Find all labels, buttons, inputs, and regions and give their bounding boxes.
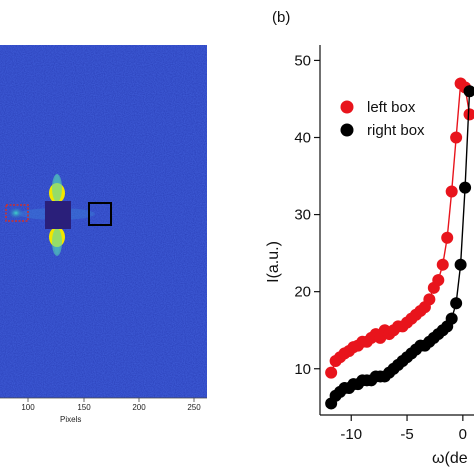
- legend: left box right box: [340, 99, 425, 139]
- data-point: [445, 312, 458, 325]
- intensity-plot: 10 20 30 40 50 -10 -5 0 I(a.u.) ω(de left box r…: [265, 45, 474, 467]
- left-spot: [7, 206, 25, 220]
- data-point: [436, 258, 449, 271]
- data-point: [423, 293, 436, 306]
- data-point: [450, 131, 463, 144]
- detector-image-noise: [0, 45, 207, 398]
- detector-image-panel: 100 150 200 250 Pixels: [0, 45, 207, 424]
- data-point: [441, 231, 454, 244]
- data-point: [450, 297, 463, 310]
- image-x-tick-label: 100: [21, 403, 35, 412]
- x-tick-label: 0: [459, 426, 467, 443]
- image-x-ticks: 100 150 200 250: [21, 398, 201, 412]
- image-x-tick-label: 150: [77, 403, 91, 412]
- x-tick-label: -10: [340, 426, 362, 443]
- y-axis-title: I(a.u.): [265, 241, 282, 283]
- y-tick-label: 30: [294, 207, 311, 224]
- panel-b-label: (b): [272, 9, 290, 26]
- series-right-box: [325, 85, 474, 410]
- image-x-tick-label: 200: [132, 403, 146, 412]
- upper-hot-halo: [52, 174, 62, 202]
- x-tick-label: -5: [400, 426, 413, 443]
- series-layer: [325, 77, 474, 410]
- x-ticks: -10 -5 0: [340, 415, 467, 443]
- data-point: [445, 185, 458, 198]
- data-point: [459, 181, 472, 194]
- right-box-marker: [88, 202, 112, 226]
- y-tick-label: 20: [294, 284, 311, 301]
- beam-stop: [45, 201, 71, 229]
- data-point: [432, 274, 445, 287]
- series-left-box: [325, 77, 474, 379]
- y-ticks: 10 20 30 40 50: [294, 52, 320, 378]
- y-tick-label: 10: [294, 361, 311, 378]
- lower-hot-halo: [52, 228, 62, 256]
- y-tick-label: 50: [294, 52, 311, 69]
- image-x-tick-label: 250: [187, 403, 201, 412]
- left-box-marker: [5, 204, 29, 222]
- data-point: [454, 258, 467, 271]
- x-axis-title: ω(de: [432, 450, 468, 467]
- legend-marker: [340, 100, 354, 114]
- data-point: [325, 366, 338, 379]
- legend-marker: [340, 123, 354, 137]
- data-point: [463, 85, 474, 98]
- y-tick-label: 40: [294, 130, 311, 147]
- legend-label: left box: [367, 99, 416, 116]
- legend-label: right box: [367, 122, 425, 139]
- image-x-axis-label: Pixels: [60, 415, 81, 424]
